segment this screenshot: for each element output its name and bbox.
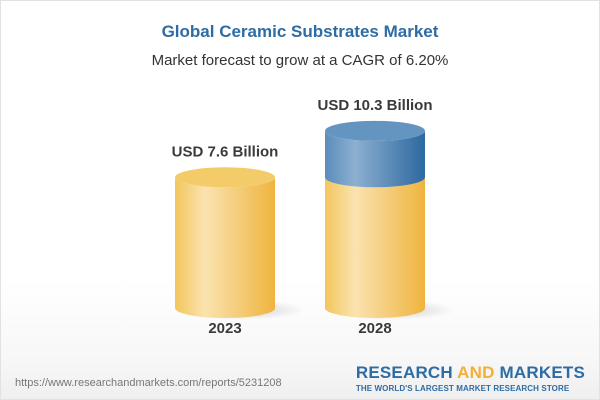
year-label: 2028 xyxy=(358,320,391,337)
footer: https://www.researchandmarkets.com/repor… xyxy=(1,352,599,399)
cylinder-base-segment-2028 xyxy=(325,177,425,318)
cylinder-chart: USD 7.6 Billion 2023 USD 10.3 Billion 2028 xyxy=(172,97,455,337)
cylinder-bar-2023 xyxy=(175,177,275,318)
data-label: USD 7.6 Billion xyxy=(172,143,279,160)
chart-title: Global Ceramic Substrates Market xyxy=(161,22,439,41)
report-url[interactable]: https://www.researchandmarkets.com/repor… xyxy=(15,377,282,389)
cylinder-top-2028 xyxy=(325,120,425,141)
research-and-markets-logo: RESEARCH AND MARKETS THE WORLD'S LARGEST… xyxy=(355,363,585,393)
data-label: USD 10.3 Billion xyxy=(317,97,432,114)
cylinder-top-2023 xyxy=(175,167,275,188)
chart-subtitle: Market forecast to grow at a CAGR of 6.2… xyxy=(151,52,449,69)
year-label: 2023 xyxy=(208,320,241,337)
cylinder-growth-segment-2028 xyxy=(325,130,425,188)
logo-tagline: THE WORLD'S LARGEST MARKET RESEARCH STOR… xyxy=(355,384,570,393)
